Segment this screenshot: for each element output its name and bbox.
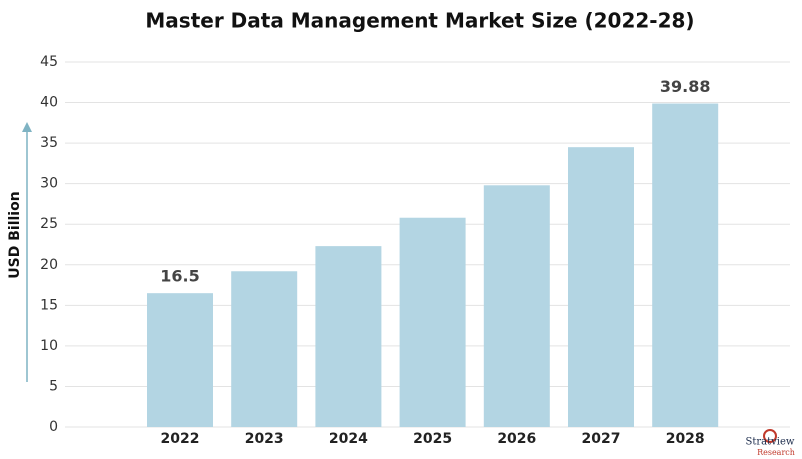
y-tick-label: 20 [40, 257, 58, 273]
bar [147, 293, 213, 427]
y-tick-label: 10 [40, 338, 58, 354]
chart-title: Master Data Management Market Size (2022… [145, 9, 694, 33]
x-tick-label: 2025 [413, 431, 452, 447]
bar [568, 147, 634, 427]
logo-icon [763, 429, 777, 443]
y-tick-label: 5 [49, 378, 58, 394]
y-tick-label: 30 [40, 176, 58, 192]
logo-name: Stratview [746, 437, 795, 448]
logo-sub: Research [757, 448, 795, 457]
x-tick-label: 2026 [497, 431, 536, 447]
y-tick-label: 25 [40, 216, 58, 232]
x-tick-label: 2024 [329, 431, 368, 447]
data-label: 16.5 [160, 267, 199, 286]
bar [231, 271, 298, 427]
y-tick-label: 40 [40, 95, 58, 111]
y-tick-label: 15 [40, 297, 58, 313]
bar [399, 217, 466, 427]
y-tick-label: 0 [49, 419, 58, 435]
y-axis-label: USD Billion [7, 191, 23, 278]
y-tick-label: 45 [40, 54, 58, 70]
axis-arrow-head [22, 122, 32, 132]
x-tick-label: 2022 [161, 431, 200, 447]
data-label: 39.88 [660, 77, 711, 96]
x-tick-label: 2028 [666, 431, 705, 447]
y-tick-label: 35 [40, 135, 58, 151]
bar [483, 185, 550, 427]
bar [652, 103, 719, 427]
x-tick-label: 2027 [582, 431, 621, 447]
bar [315, 246, 382, 427]
x-tick-label: 2023 [245, 431, 284, 447]
